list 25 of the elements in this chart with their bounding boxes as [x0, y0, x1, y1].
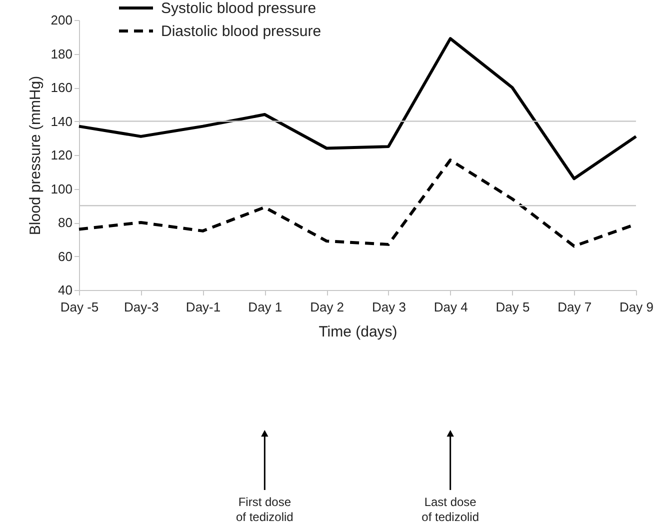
text: First dose of tedizolid	[236, 495, 294, 524]
x-tick-label: Day 7	[558, 300, 592, 314]
y-tick-label: 160	[50, 80, 72, 95]
x-tick-label: Day 9	[620, 300, 654, 314]
y-tick-label: 200	[50, 12, 72, 28]
legend-label: Diastolic blood pressure	[161, 23, 322, 40]
x-tick-label: Day 5	[496, 300, 530, 314]
legend-label: Systolic blood pressure	[161, 0, 316, 17]
y-tick-label: 100	[50, 181, 72, 196]
x-axis-title: Time (days)	[318, 324, 398, 340]
x-tick-label: Day-3	[124, 300, 159, 314]
x-tick-label: Day-1	[186, 300, 221, 314]
y-tick-label: 80	[58, 215, 72, 230]
x-tick-label: Day 2	[310, 300, 344, 314]
x-tick-label: Day 4	[434, 300, 468, 314]
y-tick-label: 40	[58, 282, 72, 298]
y-tick-label: 180	[50, 46, 72, 62]
y-axis-title: Blood pressure (mmHg)	[26, 76, 44, 236]
x-tick-label: Day -5	[60, 300, 99, 314]
y-tick-label: 140	[50, 114, 72, 129]
x-tick-label: Day 1	[248, 300, 282, 314]
x-tick-label: Day 3	[372, 300, 406, 314]
y-tick-label: 60	[58, 248, 72, 264]
text: Last dose of tedizolid	[422, 495, 480, 524]
y-tick-label: 120	[50, 148, 72, 162]
